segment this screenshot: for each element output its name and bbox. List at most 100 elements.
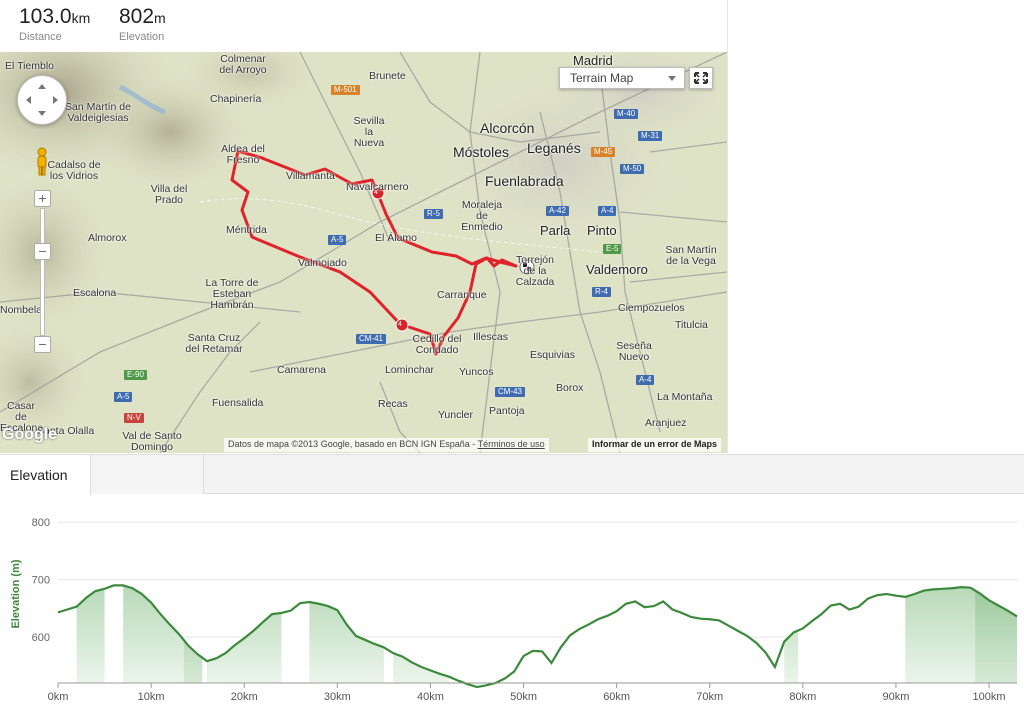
road-shield: A-4 xyxy=(636,375,655,385)
x-tick-label: 70km xyxy=(696,691,723,703)
google-logo[interactable]: Google xyxy=(2,426,58,443)
y-tick-label: 800 xyxy=(32,517,50,529)
elevation-stat: 802m Elevation xyxy=(119,4,166,43)
x-tick-label: 90km xyxy=(883,691,910,703)
place-label: Valdemoro xyxy=(586,262,648,277)
place-label: Cadalso de los Vidrios xyxy=(47,159,101,182)
place-label: Fuenlabrada xyxy=(485,173,564,189)
x-tick-label: 0km xyxy=(48,691,69,703)
map-type-select[interactable]: Terrain Map xyxy=(559,67,685,89)
route-stats: 103.0km Distance 802m Elevation xyxy=(0,0,727,52)
place-label: Lominchar xyxy=(385,364,435,376)
place-label: Aranjuez xyxy=(645,417,687,429)
y-tick-label: 600 xyxy=(32,632,50,644)
x-tick-label: 50km xyxy=(510,691,537,703)
road-shield: A-5 xyxy=(114,392,133,402)
map-attribution: Datos de mapa ©2013 Google, basado en BC… xyxy=(224,438,549,452)
place-label: La Torre de Esteban Hambrán xyxy=(205,277,259,311)
fullscreen-icon xyxy=(694,72,708,84)
road-shield: M-31 xyxy=(638,131,663,141)
street-view-pegman-icon[interactable] xyxy=(33,146,51,176)
place-label: Nombela xyxy=(0,304,43,316)
elevation-highlight-band xyxy=(123,585,184,683)
road-shield: E-90 xyxy=(124,370,147,380)
place-label: Chapinería xyxy=(210,93,262,105)
road-shield: R-5 xyxy=(424,209,443,219)
road-shield: A-4 xyxy=(598,206,617,216)
place-label: Valmojado xyxy=(298,257,347,269)
place-label: Recas xyxy=(378,398,408,410)
zoom-in-button[interactable]: + xyxy=(34,190,51,207)
fullscreen-button[interactable] xyxy=(689,67,713,89)
tab-empty xyxy=(91,455,204,494)
report-error-link[interactable]: Informar de un error de Maps xyxy=(588,438,722,452)
x-tick-label: 20km xyxy=(231,691,258,703)
zoom-slider-handle[interactable]: − xyxy=(34,243,51,260)
route-marker-1[interactable] xyxy=(371,186,385,200)
place-label: Casar de Escalona xyxy=(0,400,44,434)
x-tick-label: 30km xyxy=(324,691,351,703)
place-label: Illescas xyxy=(473,331,509,343)
road-shield: CM-41 xyxy=(356,334,387,344)
route-line xyxy=(230,149,518,356)
place-label: Villamanta xyxy=(286,170,335,182)
route-marker-label-2: 4 xyxy=(398,321,402,328)
map-type-label: Terrain Map xyxy=(570,71,634,85)
place-label: Leganés xyxy=(527,140,581,156)
place-label: Madrid xyxy=(573,53,613,68)
elevation-unit: m xyxy=(154,10,166,26)
place-label: Titulcia xyxy=(675,319,708,331)
place-label: Pantoja xyxy=(489,405,525,417)
place-label: Méntrida xyxy=(226,224,267,236)
place-label: El Álamo xyxy=(375,232,418,244)
place-label: Yuncos xyxy=(459,366,494,378)
finish-flag-icon[interactable] xyxy=(519,259,535,275)
place-label: Val de Santo Domingo xyxy=(122,430,182,453)
place-label: Esquivias xyxy=(530,349,575,361)
place-label: Alcorcón xyxy=(480,120,535,136)
place-label: El Tiemblo xyxy=(5,60,55,72)
distance-value: 103.0 xyxy=(19,5,72,28)
road-shield: M-501 xyxy=(331,85,360,95)
y-axis-label: Elevation (m) xyxy=(10,559,22,628)
route-marker-2[interactable] xyxy=(395,318,409,332)
side-panel xyxy=(727,0,1024,453)
place-label: Brunete xyxy=(369,70,406,82)
place-label: Yuncler xyxy=(438,409,474,421)
tab-elevation[interactable]: Elevation xyxy=(0,455,91,495)
place-label: Pinto xyxy=(587,223,617,238)
x-tick-label: 80km xyxy=(789,691,816,703)
distance-label: Distance xyxy=(19,31,62,43)
place-label: Colmenar del Arroyo xyxy=(219,53,267,76)
place-label: Seseña Nuevo xyxy=(616,340,652,363)
road-shield: E-5 xyxy=(603,244,622,254)
elevation-highlight-band xyxy=(905,585,976,683)
y-tick-label: 700 xyxy=(32,575,50,587)
place-label: Moraleja de Enmedio xyxy=(461,199,503,233)
zoom-out-button[interactable]: − xyxy=(34,336,51,353)
place-label: Camarena xyxy=(277,364,327,376)
road-shield: N-V xyxy=(124,413,144,423)
x-tick-label: 100km xyxy=(973,691,1006,703)
x-tick-label: 60km xyxy=(603,691,630,703)
distance-stat: 103.0km Distance xyxy=(19,4,90,43)
place-label: Borox xyxy=(556,382,584,394)
road-shield: A-42 xyxy=(546,206,569,216)
pan-control[interactable] xyxy=(17,75,67,125)
map-canvas[interactable]: 4 4 El Tiemblo Colmenar del Arroyo Brune… xyxy=(0,52,727,453)
elevation-chart: 600 700 800 Elevation (m) 0km 10km 20km 30km 40k… xyxy=(0,495,1024,711)
elevation-label: Elevation xyxy=(119,31,165,43)
place-label: Fuensalida xyxy=(212,397,264,409)
place-label: Carranque xyxy=(437,289,487,301)
chart-tabs: Elevation xyxy=(0,454,1024,495)
terms-link[interactable]: Términos de uso xyxy=(477,439,545,449)
place-label: Móstoles xyxy=(453,144,510,160)
elevation-value: 802 xyxy=(119,5,155,28)
zoom-slider[interactable] xyxy=(40,208,45,336)
road-shield: M-40 xyxy=(614,109,639,119)
place-label: Aldea del Fresno xyxy=(221,143,265,166)
place-label: La Montaña xyxy=(657,391,713,403)
distance-unit: km xyxy=(71,10,91,26)
place-label: Santa Olalla xyxy=(37,425,95,437)
road-shield: M-45 xyxy=(591,147,616,157)
